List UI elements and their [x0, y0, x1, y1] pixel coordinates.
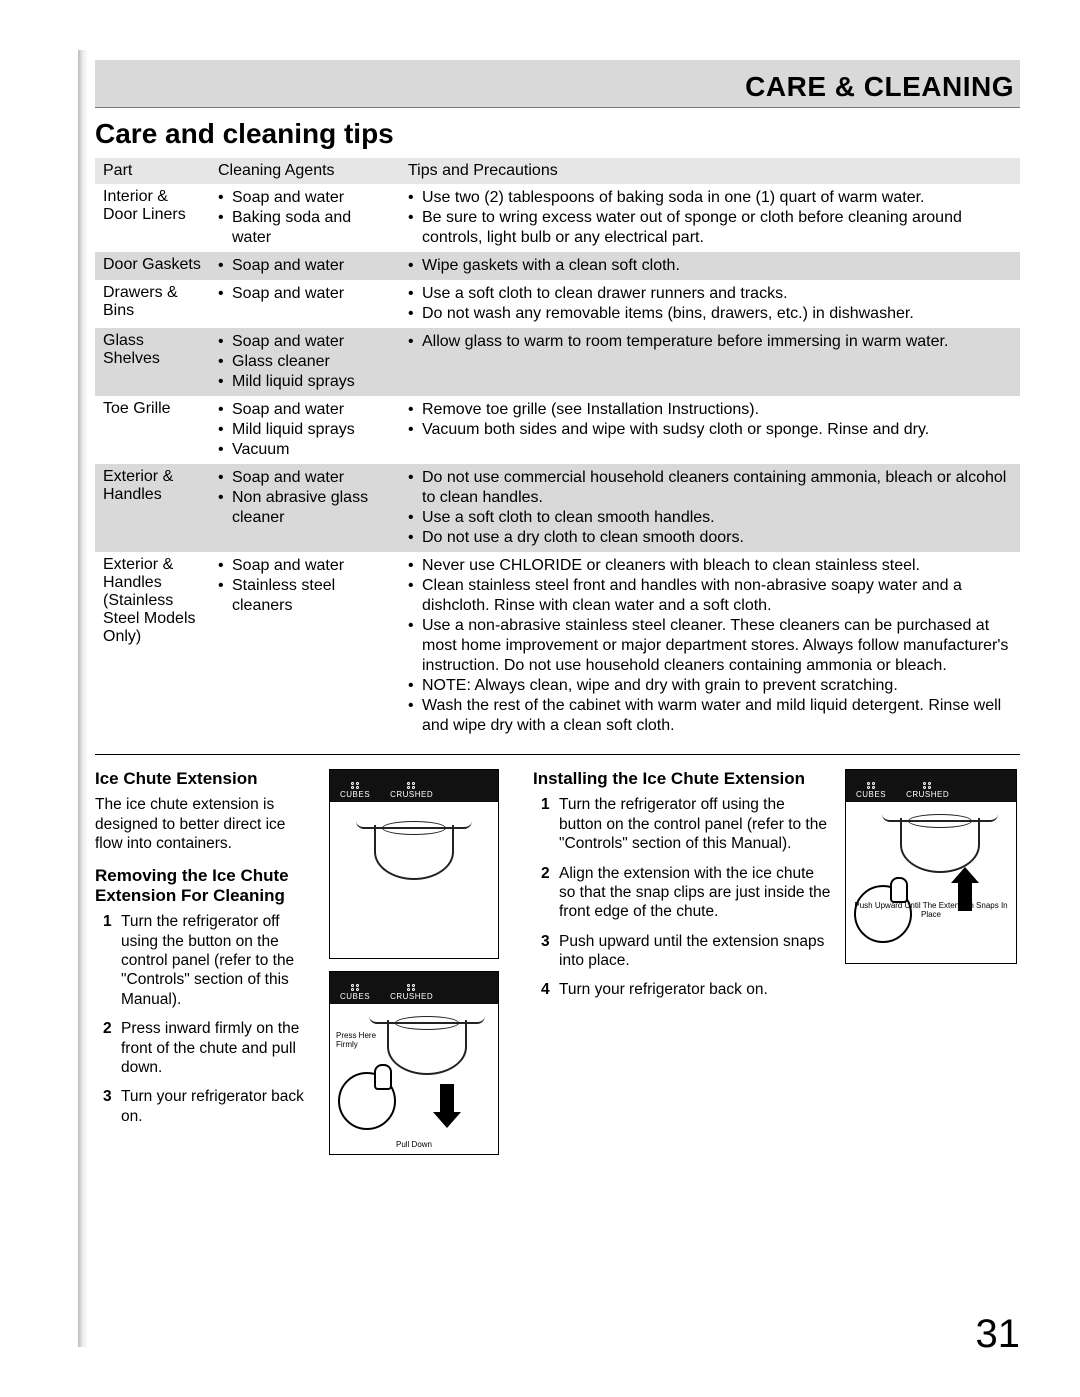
cell-agents: Soap and water: [210, 252, 400, 280]
cell-agents: Soap and water: [210, 280, 400, 328]
step-item: 4Turn your refrigerator back on.: [533, 980, 831, 999]
table-row: Exterior & HandlesSoap and waterNon abra…: [95, 464, 1020, 552]
lower-columns: Ice Chute Extension The ice chute extens…: [95, 769, 1020, 1155]
cell-tips: Wipe gaskets with a clean soft cloth.: [400, 252, 1020, 280]
section-divider: [95, 754, 1020, 755]
step-item: 1Turn the refrigerator off using the but…: [533, 795, 831, 853]
th-tips: Tips and Precautions: [400, 158, 1020, 184]
ice-chute-title: Ice Chute Extension: [95, 769, 315, 789]
label-press-here: Press Here Firmly: [336, 1032, 386, 1050]
removing-title: Removing the Ice Chute Extension For Cle…: [95, 866, 315, 907]
ice-chute-intro: The ice chute extension is designed to b…: [95, 795, 315, 853]
cell-tips: Never use CHLORIDE or cleaners with blea…: [400, 552, 1020, 740]
step-item: 2Press inward firmly on the front of the…: [95, 1019, 315, 1077]
label-push-up: Push Upward Until The Extension Snaps In…: [850, 902, 1012, 920]
installing-title: Installing the Ice Chute Extension: [533, 769, 831, 789]
cell-agents: Soap and waterGlass cleanerMild liquid s…: [210, 328, 400, 396]
cell-tips: Do not use commercial household cleaners…: [400, 464, 1020, 552]
label-crushed-2: CRUSHED: [390, 992, 433, 1001]
cell-part: Door Gaskets: [95, 252, 210, 280]
label-cubes: CUBES: [340, 790, 370, 799]
th-part: Part: [95, 158, 210, 184]
cell-part: Toe Grille: [95, 396, 210, 464]
label-crushed-3: CRUSHED: [906, 790, 949, 799]
header-title: CARE & CLEANING: [745, 71, 1014, 103]
step-item: 3Turn your refrigerator back on.: [95, 1087, 315, 1126]
page-content: CARE & CLEANING Care and cleaning tips P…: [95, 60, 1020, 1357]
label-cubes-3: CUBES: [856, 790, 886, 799]
cell-tips: Use a soft cloth to clean drawer runners…: [400, 280, 1020, 328]
page-gutter-shadow: [78, 50, 88, 1347]
label-cubes-2: CUBES: [340, 992, 370, 1001]
col-left: Ice Chute Extension The ice chute extens…: [95, 769, 515, 1155]
table-row: Toe GrilleSoap and waterMild liquid spra…: [95, 396, 1020, 464]
figure-chute-extension: CUBES CRUSHED: [329, 769, 499, 959]
cell-agents: Soap and waterNon abrasive glass cleaner: [210, 464, 400, 552]
cell-part: Exterior & Handles: [95, 464, 210, 552]
cell-agents: Soap and waterBaking soda and water: [210, 184, 400, 252]
step-item: 2Align the extension with the ice chute …: [533, 864, 831, 922]
cell-tips: Allow glass to warm to room temperature …: [400, 328, 1020, 396]
cell-tips: Remove toe grille (see Installation Inst…: [400, 396, 1020, 464]
cell-tips: Use two (2) tablespoons of baking soda i…: [400, 184, 1020, 252]
cell-part: Drawers & Bins: [95, 280, 210, 328]
header-band: CARE & CLEANING: [95, 60, 1020, 108]
cleaning-table: Part Cleaning Agents Tips and Precaution…: [95, 158, 1020, 740]
table-row: Exterior & Handles (Stainless Steel Mode…: [95, 552, 1020, 740]
col-right: Installing the Ice Chute Extension 1Turn…: [533, 769, 1020, 1155]
page-number: 31: [976, 1312, 1021, 1357]
th-agents: Cleaning Agents: [210, 158, 400, 184]
table-row: Interior & Door LinersSoap and waterBaki…: [95, 184, 1020, 252]
label-crushed: CRUSHED: [390, 790, 433, 799]
section-title: Care and cleaning tips: [95, 118, 1020, 150]
cell-part: Interior & Door Liners: [95, 184, 210, 252]
cell-part: Exterior & Handles (Stainless Steel Mode…: [95, 552, 210, 740]
label-pull-down: Pull Down: [330, 1141, 498, 1150]
table-row: Drawers & BinsSoap and waterUse a soft c…: [95, 280, 1020, 328]
table-row: Door GasketsSoap and waterWipe gaskets w…: [95, 252, 1020, 280]
step-item: 3Push upward until the extension snaps i…: [533, 932, 831, 971]
table-row: Glass ShelvesSoap and waterGlass cleaner…: [95, 328, 1020, 396]
installing-steps: 1Turn the refrigerator off using the but…: [533, 795, 831, 999]
step-item: 1Turn the refrigerator off using the but…: [95, 912, 315, 1009]
cell-part: Glass Shelves: [95, 328, 210, 396]
figure-press-pull-down: CUBES CRUSHED Press Here Firmly Pull Dow…: [329, 971, 499, 1155]
figure-push-upward: CUBES CRUSHED Push Upward Until The Exte…: [845, 769, 1017, 964]
cell-agents: Soap and waterStainless steel cleaners: [210, 552, 400, 740]
removing-steps: 1Turn the refrigerator off using the but…: [95, 912, 315, 1126]
cell-agents: Soap and waterMild liquid spraysVacuum: [210, 396, 400, 464]
